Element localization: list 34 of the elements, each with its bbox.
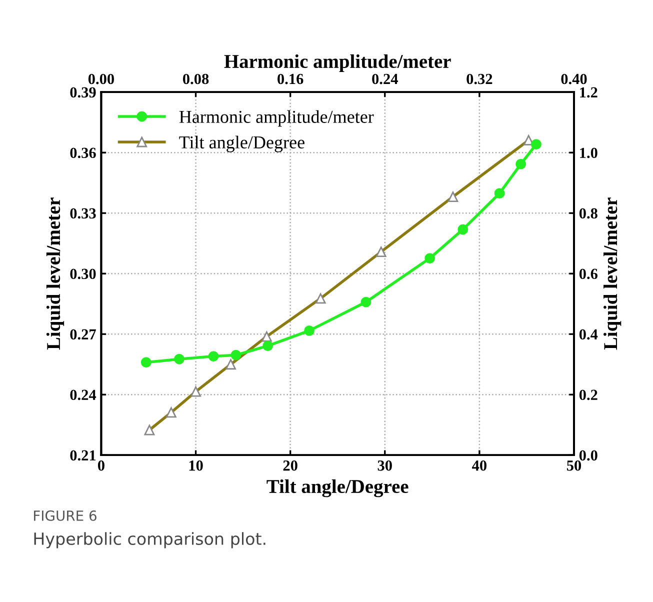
y2-tick-label: 0.2 <box>579 390 598 400</box>
y2-tick-label: 1.0 <box>580 148 598 158</box>
y2-axis-title: Liquid level/meter <box>604 198 622 350</box>
caption: FIGURE 6 <box>34 510 96 521</box>
x-tick-label: 10 <box>189 460 203 471</box>
y2-tick-label: 0.4 <box>579 329 598 340</box>
x2-tick-label: 0.08 <box>182 74 209 84</box>
y-tick-label: 0.36 <box>70 148 96 158</box>
x-tick-label: 20 <box>283 460 298 471</box>
x2-tick-label: 0.40 <box>561 74 587 84</box>
x-tick-label: 0 <box>98 460 104 471</box>
x2-tick-label: 0.24 <box>372 74 398 84</box>
legend-label: Harmonic amplitude/meter <box>179 110 374 127</box>
y-tick-label: 0.27 <box>70 329 96 340</box>
x2-axis-title: Harmonic amplitude/meter <box>224 54 451 72</box>
x-axis-title: Tilt angle/Degree <box>266 479 408 498</box>
y2-tick-label: 0.6 <box>579 268 598 280</box>
y2-tick-label: 1.2 <box>580 87 598 98</box>
y-tick-label: 0.39 <box>70 87 96 98</box>
text: Hyperbolic comparison plot. <box>34 532 266 548</box>
y-tick-label: 0.33 <box>70 208 96 219</box>
x2-tick-label: 0.00 <box>88 74 114 84</box>
legend-label: Tilt angle/Degree <box>179 136 304 152</box>
x2-tick-label: 0.16 <box>278 74 304 84</box>
x-tick-label: 50 <box>566 460 582 471</box>
x2-tick-label: 0.32 <box>466 74 492 84</box>
y2-tick-label: 0.0 <box>579 450 598 461</box>
x-tick-label: 40 <box>472 460 486 471</box>
x-tick-label: 30 <box>378 460 392 471</box>
y2-tick-label: 0.8 <box>579 208 598 219</box>
y-tick-label: 0.30 <box>70 268 96 280</box>
y-axis-title: Liquid level/meter <box>46 198 64 350</box>
y-tick-label: 0.24 <box>70 390 96 400</box>
y-tick-label: 0.21 <box>70 450 96 461</box>
